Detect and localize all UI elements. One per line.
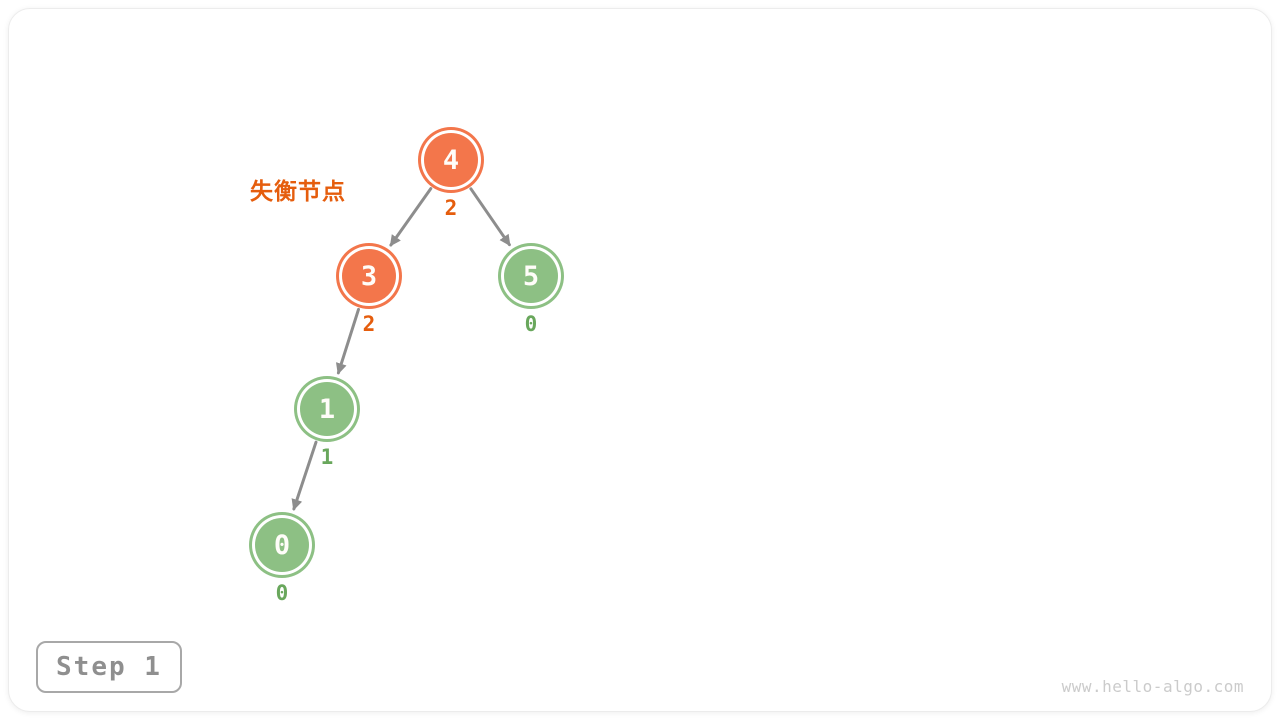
balance-factor-node-0: 0 (275, 581, 289, 605)
edge-node-4-to-node-5 (469, 187, 511, 247)
balance-factor-node-1: 1 (320, 445, 334, 469)
balance-factor-node-4: 2 (444, 196, 458, 220)
edge-node-1-to-node-0 (291, 440, 318, 511)
edge-node-4-to-node-3 (389, 187, 433, 247)
edge-node-3-to-node-1 (335, 307, 360, 375)
step-label: Step 1 (56, 652, 162, 682)
watermark-text: www.hello-algo.com (1061, 677, 1244, 696)
step-badge: Step 1 (36, 641, 182, 693)
tree-node-4: 4 (424, 133, 478, 187)
tree-node-3: 3 (342, 249, 396, 303)
balance-factor-node-5: 0 (524, 312, 538, 336)
tree-node-0: 0 (255, 518, 309, 572)
balance-factor-node-3: 2 (362, 312, 376, 336)
tree-node-5: 5 (504, 249, 558, 303)
unbalanced-node-label: 失衡节点 (250, 178, 346, 204)
tree-node-1: 1 (300, 382, 354, 436)
diagram-card (8, 8, 1272, 712)
